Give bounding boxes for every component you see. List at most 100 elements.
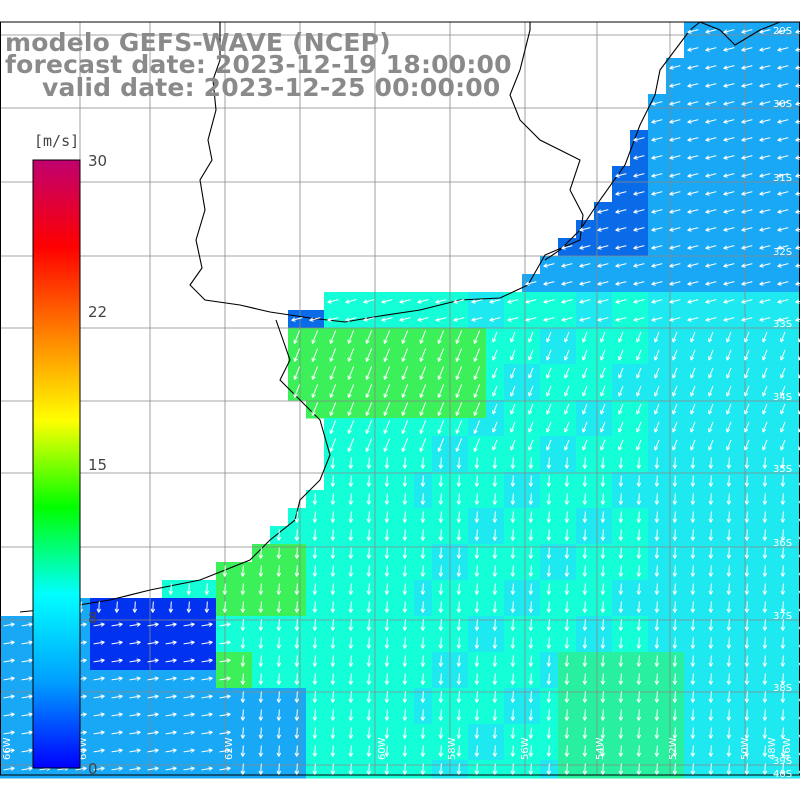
wind-arrow bbox=[636, 475, 642, 487]
wind-arrow bbox=[597, 317, 609, 322]
wind-arrow bbox=[762, 421, 768, 433]
wind-arrow bbox=[636, 547, 642, 559]
wind-arrow bbox=[600, 439, 606, 451]
wind-arrow bbox=[201, 694, 213, 699]
wind-arrow bbox=[240, 763, 246, 775]
wind-arrow bbox=[219, 676, 231, 681]
wind-arrow bbox=[564, 385, 570, 397]
wind-arrow bbox=[366, 691, 372, 703]
wind-arrow bbox=[633, 155, 645, 160]
wind-arrow bbox=[546, 475, 552, 487]
wind-arrow bbox=[348, 457, 354, 469]
wind-arrow bbox=[726, 457, 732, 469]
wind-arrow bbox=[780, 673, 786, 685]
wind-arrow bbox=[183, 640, 195, 645]
wind-arrow bbox=[528, 367, 534, 379]
wind-arrow bbox=[600, 421, 606, 433]
wind-arrow bbox=[312, 709, 318, 721]
wind-arrow bbox=[726, 655, 732, 667]
wind-arrow bbox=[474, 493, 480, 505]
wind-arrow bbox=[708, 565, 714, 577]
wind-cell bbox=[792, 94, 800, 113]
wind-arrow bbox=[600, 709, 606, 721]
wind-arrow bbox=[564, 673, 570, 685]
wind-cell bbox=[792, 616, 800, 635]
wind-arrow bbox=[546, 637, 552, 649]
wind-arrow bbox=[564, 565, 570, 577]
wind-arrow bbox=[672, 691, 678, 703]
wind-arrow bbox=[762, 709, 768, 721]
wind-arrow bbox=[329, 402, 337, 416]
wind-arrow bbox=[582, 421, 588, 433]
wind-arrow bbox=[708, 619, 714, 631]
wind-arrow bbox=[561, 263, 573, 268]
wind-arrow bbox=[651, 137, 663, 142]
wind-arrow bbox=[672, 529, 678, 541]
wind-arrow bbox=[705, 137, 717, 142]
wind-arrow bbox=[330, 601, 336, 613]
wind-arrow bbox=[438, 691, 444, 703]
wind-arrow bbox=[201, 712, 213, 717]
wind-arrow bbox=[546, 367, 552, 379]
wind-arrow bbox=[258, 547, 264, 559]
wind-arrow bbox=[654, 691, 660, 703]
wind-arrow bbox=[528, 727, 534, 739]
wind-arrow bbox=[420, 475, 426, 487]
wind-arrow bbox=[564, 763, 570, 775]
wind-arrow bbox=[672, 493, 678, 505]
wind-arrow bbox=[401, 330, 409, 344]
wind-cell bbox=[792, 22, 800, 41]
wind-arrow bbox=[129, 748, 141, 753]
wind-arrow bbox=[492, 349, 498, 361]
wind-arrow bbox=[672, 637, 678, 649]
wind-arrow bbox=[618, 403, 624, 415]
wind-arrow bbox=[366, 655, 372, 667]
wind-arrow bbox=[366, 709, 372, 721]
wind-arrow bbox=[600, 727, 606, 739]
wind-arrow bbox=[455, 366, 463, 380]
wind-arrow bbox=[651, 173, 663, 178]
longitude-label: 50W bbox=[740, 737, 751, 760]
wind-arrow bbox=[510, 331, 516, 343]
wind-arrow bbox=[276, 727, 282, 739]
wind-arrow bbox=[582, 331, 588, 343]
wind-arrow bbox=[129, 658, 141, 663]
wind-arrow bbox=[492, 385, 498, 397]
wind-arrow bbox=[312, 619, 318, 631]
wind-arrow bbox=[330, 457, 336, 469]
wind-arrow bbox=[708, 367, 714, 379]
wind-cell bbox=[792, 166, 800, 185]
wind-arrow bbox=[741, 191, 753, 196]
wind-cell bbox=[792, 328, 800, 347]
wind-arrow bbox=[600, 385, 606, 397]
wind-arrow bbox=[618, 511, 624, 523]
wind-arrow bbox=[726, 403, 732, 415]
wind-arrow bbox=[672, 403, 678, 415]
wind-arrow bbox=[654, 601, 660, 613]
wind-arrow bbox=[366, 565, 372, 577]
latitude-label: 38S bbox=[773, 683, 792, 694]
wind-arrow bbox=[474, 691, 480, 703]
wind-arrow bbox=[401, 438, 409, 452]
wind-arrow bbox=[528, 655, 534, 667]
wind-arrow bbox=[293, 384, 301, 398]
wind-arrow bbox=[546, 673, 552, 685]
wind-arrow bbox=[420, 709, 426, 721]
wind-arrow bbox=[726, 727, 732, 739]
wind-arrow bbox=[795, 155, 800, 160]
wind-arrow bbox=[762, 367, 768, 379]
wind-arrow bbox=[399, 299, 411, 304]
wind-arrow bbox=[723, 101, 735, 106]
wind-arrow bbox=[510, 403, 516, 415]
wind-arrow bbox=[528, 565, 534, 577]
longitude-label: 48W bbox=[767, 737, 778, 760]
wind-arrow bbox=[348, 601, 354, 613]
wind-arrow bbox=[311, 348, 319, 362]
wind-arrow bbox=[780, 583, 786, 595]
wind-arrow bbox=[276, 745, 282, 757]
wind-arrow bbox=[111, 676, 123, 681]
wind-arrow bbox=[546, 601, 552, 613]
wind-arrow bbox=[402, 691, 408, 703]
wind-arrow bbox=[492, 583, 498, 595]
wind-arrow bbox=[546, 763, 552, 775]
